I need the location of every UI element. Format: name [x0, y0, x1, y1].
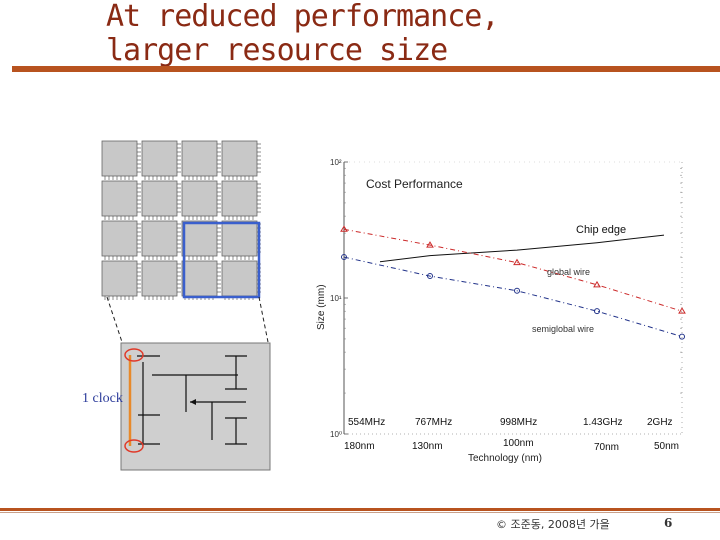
legend-semiglobal-wire: semiglobal wire: [532, 324, 594, 334]
chip-tile: [141, 140, 181, 180]
technology-tick-label: 70nm: [594, 442, 619, 453]
data-point: [594, 308, 600, 315]
data-point: [426, 241, 434, 248]
series-line: [343, 256, 683, 338]
footer-copyright: © 조준동, 2008년 가을: [496, 518, 610, 531]
data-point: [513, 258, 521, 266]
chip-tile: [221, 260, 261, 300]
cost-performance-chart: 10⁰ 10¹ 10² Cost Performance Size (mm) Tec…: [316, 158, 686, 464]
y-tick-label: 10²: [330, 158, 342, 167]
series-line: [379, 234, 665, 263]
chip-tile: [181, 140, 221, 180]
frequency-label: 998MHz: [500, 417, 537, 428]
data-point: [679, 333, 685, 340]
chip-tile-grid: [101, 140, 261, 300]
series-line: [343, 228, 683, 312]
chip-tile: [181, 220, 221, 260]
highlighted-region: [182, 221, 261, 299]
data-point: [427, 273, 433, 280]
y-axis-label: Size (mm): [316, 284, 327, 330]
technology-tick-label: 100nm: [503, 438, 534, 449]
wire-arrow: [190, 399, 196, 405]
zoomed-panel: [120, 342, 271, 471]
chip-tile: [221, 140, 261, 180]
zoom-line-left: [106, 296, 123, 343]
clock-start-marker: [124, 348, 144, 362]
chip-tile: [181, 260, 221, 300]
footer-rule: [0, 508, 720, 511]
clock-label: 1 clock: [82, 391, 123, 406]
title-line-1: At reduced performance,: [106, 0, 499, 34]
chip-tile: [101, 140, 141, 180]
frequency-label: 1.43GHz: [583, 417, 622, 428]
legend-chip-edge: Chip edge: [576, 224, 626, 236]
y-tick-label: 10⁰: [330, 430, 342, 439]
data-point: [678, 307, 686, 314]
chip-tile: [101, 260, 141, 300]
chip-tile: [101, 220, 141, 260]
page-number: 6: [664, 516, 673, 530]
data-point: [514, 287, 520, 294]
chip-tile: [101, 180, 141, 220]
footer-rule-thin: [0, 512, 720, 513]
data-point: [340, 225, 348, 232]
frequency-label: 767MHz: [415, 417, 452, 428]
technology-tick-label: 130nm: [412, 441, 443, 452]
slide-title: At reduced performance, larger resource …: [106, 0, 706, 68]
frequency-label: 2GHz: [647, 417, 673, 428]
chip-tile: [181, 180, 221, 220]
chip-tile: [141, 220, 181, 260]
zoom-line-right: [258, 296, 269, 343]
zoomed-wires: [137, 355, 247, 446]
data-point: [593, 280, 601, 288]
chip-tile: [221, 180, 261, 220]
technology-tick-label: 50nm: [654, 441, 679, 452]
chip-tile: [141, 260, 181, 300]
frequency-label: 554MHz: [348, 417, 385, 428]
title-line-2: larger resource size: [106, 33, 448, 68]
y-tick-label: 10¹: [330, 294, 342, 303]
title-underline: [12, 66, 720, 72]
technology-tick-label: 180nm: [344, 441, 375, 452]
legend-global-wire: global wire: [547, 267, 590, 277]
clock-end-marker: [124, 439, 144, 453]
chip-tile: [221, 220, 261, 260]
chip-tile: [141, 180, 181, 220]
chart-title: Cost Performance: [366, 177, 463, 191]
data-point: [341, 254, 347, 261]
x-axis-label: Technology (nm): [468, 453, 542, 464]
